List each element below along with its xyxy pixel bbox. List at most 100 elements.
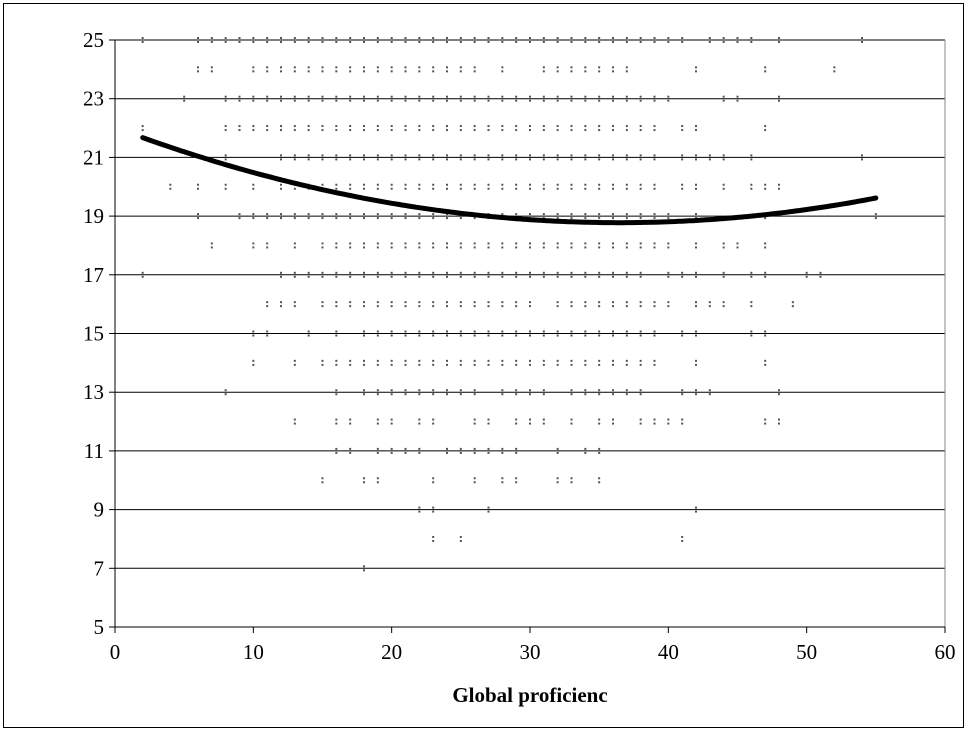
data-point-dot <box>487 334 490 337</box>
data-point-dot <box>376 334 379 337</box>
data-point <box>404 242 407 249</box>
data-point <box>722 301 725 308</box>
data-point-dot <box>625 275 628 278</box>
data-point-dot <box>335 99 338 102</box>
data-point-dot <box>459 37 462 39</box>
data-point-dot <box>252 330 255 333</box>
trendline-curve <box>140 135 879 226</box>
data-point <box>280 271 282 278</box>
data-point-dot <box>293 125 296 128</box>
data-point-dot <box>515 129 518 132</box>
data-point-dot <box>307 129 310 132</box>
data-point <box>446 154 448 161</box>
data-point-dot <box>446 275 448 278</box>
data-point-dot <box>349 305 352 308</box>
data-point <box>293 359 296 366</box>
x-tick-label: 20 <box>381 640 402 664</box>
data-point-dot <box>432 330 435 333</box>
data-point-dot <box>750 275 753 278</box>
data-point <box>376 154 379 161</box>
data-point <box>404 154 407 161</box>
data-point <box>418 301 421 308</box>
data-point <box>556 477 559 484</box>
data-point-dot <box>473 183 476 186</box>
data-point <box>390 330 393 337</box>
data-point-dot <box>252 246 255 249</box>
data-point <box>418 271 421 278</box>
data-point <box>695 359 697 366</box>
data-point-dot <box>349 451 352 454</box>
data-point-dot <box>529 422 531 425</box>
data-point <box>667 301 670 308</box>
data-point <box>515 447 518 454</box>
data-point-dot <box>625 41 628 43</box>
data-point-dot <box>446 389 448 392</box>
data-point-dot <box>363 66 365 69</box>
data-point-dot <box>612 154 614 157</box>
data-point-dot <box>293 275 296 278</box>
data-point <box>639 330 642 337</box>
data-point <box>529 418 531 425</box>
data-point-dot <box>459 158 462 161</box>
data-point-dot <box>376 418 379 421</box>
data-point-dot <box>501 41 504 43</box>
data-point-dot <box>681 183 684 186</box>
data-point-dot <box>695 363 697 366</box>
data-point-dot <box>432 305 435 308</box>
data-point-dot <box>459 301 462 304</box>
data-point-dot <box>335 359 338 362</box>
data-point <box>238 95 241 102</box>
data-point <box>280 37 282 43</box>
data-point-dot <box>418 451 421 454</box>
data-point-dot <box>349 70 352 73</box>
data-point-dot <box>459 539 462 542</box>
data-point-dot <box>197 70 199 73</box>
data-point <box>266 125 269 132</box>
data-point <box>459 95 462 102</box>
data-point-dot <box>473 389 476 392</box>
data-point <box>335 330 338 337</box>
data-point <box>764 271 767 278</box>
data-point-dot <box>722 158 725 161</box>
data-point <box>418 66 421 73</box>
data-point-dot <box>529 418 531 421</box>
data-point-dot <box>210 70 213 73</box>
data-point-dot <box>487 301 490 304</box>
data-point <box>363 213 365 220</box>
data-point-dot <box>376 305 379 308</box>
data-point-dot <box>653 422 656 425</box>
data-point <box>556 330 559 337</box>
data-point <box>487 125 490 132</box>
data-point <box>280 154 282 161</box>
data-point <box>432 359 435 366</box>
data-point-dot <box>515 271 518 274</box>
data-point-dot <box>459 187 462 190</box>
data-point-dot <box>432 363 435 366</box>
chart-frame <box>3 3 964 728</box>
data-point <box>515 95 518 102</box>
data-point-dot <box>418 246 421 249</box>
data-point-dot <box>570 271 573 274</box>
data-point-dot <box>570 95 573 98</box>
data-point <box>556 154 559 161</box>
data-point-dot <box>598 242 601 245</box>
data-point-dot <box>515 334 518 337</box>
data-point-dot <box>432 535 435 538</box>
data-point-dot <box>556 125 559 128</box>
data-point-dot <box>363 275 365 278</box>
data-point <box>307 213 310 220</box>
data-point <box>515 154 518 161</box>
data-point <box>681 154 684 161</box>
data-point-dot <box>612 213 614 216</box>
y-tick-label: 13 <box>83 380 104 404</box>
data-point-dot <box>266 41 269 43</box>
data-point-dot <box>722 99 725 102</box>
data-point-dot <box>307 66 310 69</box>
data-point-dot <box>556 129 559 132</box>
data-point <box>695 66 697 73</box>
data-point-dot <box>446 242 448 245</box>
data-point <box>736 37 739 43</box>
data-point-dot <box>639 154 642 157</box>
data-point <box>404 389 407 396</box>
data-point-dot <box>598 213 601 216</box>
